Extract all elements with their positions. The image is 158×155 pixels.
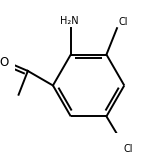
Text: H₂N: H₂N	[60, 16, 79, 26]
Text: Cl: Cl	[124, 144, 133, 154]
Text: Cl: Cl	[118, 17, 128, 27]
Text: O: O	[0, 56, 8, 69]
